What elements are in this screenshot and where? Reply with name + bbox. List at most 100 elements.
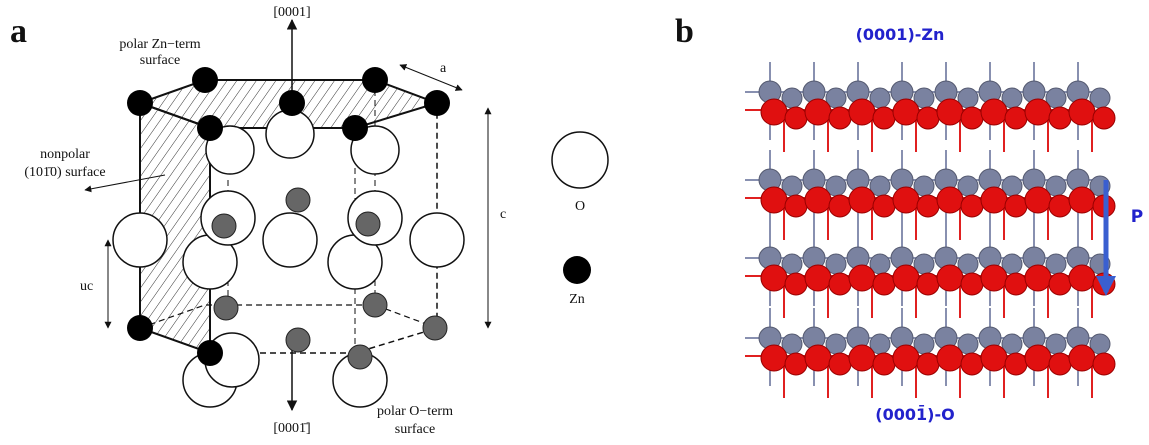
o-atom: [936, 186, 964, 214]
o-atom: [804, 344, 832, 372]
surface-label: surface: [140, 53, 180, 68]
o-atom: [1068, 264, 1096, 292]
o-atom: [960, 352, 984, 376]
o-atom: [1004, 194, 1028, 218]
zn-atom: [213, 295, 239, 321]
surface-label: nonpolar: [40, 147, 90, 162]
o-atom: [960, 272, 984, 296]
legend-label: O: [575, 199, 585, 214]
o-atom: [784, 272, 808, 296]
panel-b: b (0001)-Zn (0001̄)-O P: [675, 13, 1143, 424]
zn-atom: [342, 115, 368, 141]
zn-atom: [424, 90, 450, 116]
surface-label: polar O−term: [377, 404, 453, 419]
o-atom: [828, 352, 852, 376]
o-atom: [784, 194, 808, 218]
o-atom: [804, 98, 832, 126]
o-atom: [936, 98, 964, 126]
o-atom: [1068, 186, 1096, 214]
o-atom: [760, 344, 788, 372]
o-atom: [760, 264, 788, 292]
panel-label: b: [675, 13, 694, 50]
zn-atom: [362, 292, 388, 318]
o-atom: [916, 106, 940, 130]
zn-atom: [285, 327, 311, 353]
surface-label: surface: [395, 422, 435, 437]
o-atom: [409, 212, 465, 268]
o-atom: [1068, 344, 1096, 372]
o-atom: [980, 98, 1008, 126]
zn-atom: [347, 344, 373, 370]
o-atom: [960, 106, 984, 130]
polarization-label: P: [1131, 207, 1143, 227]
o-atom: [828, 272, 852, 296]
o-atom: [1004, 352, 1028, 376]
o-atom: [892, 264, 920, 292]
o-atom: [265, 109, 315, 159]
o-atom: [980, 344, 1008, 372]
o-atom: [848, 264, 876, 292]
o-atom: [936, 344, 964, 372]
o-atom: [872, 106, 896, 130]
o-atom: [804, 264, 832, 292]
o-atom: [1024, 344, 1052, 372]
zn-atom: [127, 90, 153, 116]
legend-o-atom: [551, 131, 609, 189]
zn-atom: [211, 213, 237, 239]
o-atom: [112, 212, 168, 268]
o-atom: [848, 344, 876, 372]
o-atom: [1048, 106, 1072, 130]
o-atom: [1004, 106, 1028, 130]
zn-atom: [355, 211, 381, 237]
o-atom: [872, 352, 896, 376]
o-atom: [784, 352, 808, 376]
lattice-label: c: [500, 207, 506, 222]
o-atom: [916, 272, 940, 296]
zn-atom: [362, 67, 388, 93]
o-atom: [1024, 98, 1052, 126]
zn-atom: [197, 115, 223, 141]
o-atom: [916, 194, 940, 218]
o-atom: [892, 98, 920, 126]
nonpolar-arrow: [84, 174, 166, 193]
o-atom: [828, 106, 852, 130]
o-atom: [872, 272, 896, 296]
o-atom: [1024, 186, 1052, 214]
zn-atom: [192, 67, 218, 93]
o-atom: [1092, 106, 1116, 130]
o-atom: [784, 106, 808, 130]
surface-label: polar Zn−term: [119, 37, 200, 52]
lattice-label: uc: [80, 279, 93, 294]
legend-label: Zn: [569, 292, 585, 307]
o-atom: [960, 194, 984, 218]
o-atom: [916, 352, 940, 376]
legend-zn-atom: [563, 256, 591, 284]
lattice-a-arrow: [399, 64, 463, 91]
o-atom: [760, 186, 788, 214]
surface-label: (0001)-Zn: [856, 25, 945, 44]
axis-label: [0001̄]: [273, 421, 310, 436]
o-atom: [980, 264, 1008, 292]
o-atom: [936, 264, 964, 292]
o-atom: [1068, 98, 1096, 126]
o-atom: [848, 186, 876, 214]
o-atom: [980, 186, 1008, 214]
o-atom: [1004, 272, 1028, 296]
zn-atom: [422, 315, 448, 341]
hidden-edges: [139, 304, 438, 329]
zn-atom: [285, 187, 311, 213]
o-atom: [892, 344, 920, 372]
o-atom: [1048, 272, 1072, 296]
o-atom: [1024, 264, 1052, 292]
o-atom: [1092, 352, 1116, 376]
o-atom: [804, 186, 832, 214]
o-atom: [262, 212, 318, 268]
lattice-label: a: [440, 61, 447, 76]
zn-atom: [197, 340, 223, 366]
surface-label: (101̄0) surface: [24, 165, 105, 180]
o-atom: [828, 194, 852, 218]
zn-atom: [127, 315, 153, 341]
o-atom: [848, 98, 876, 126]
o-atom: [1048, 194, 1072, 218]
